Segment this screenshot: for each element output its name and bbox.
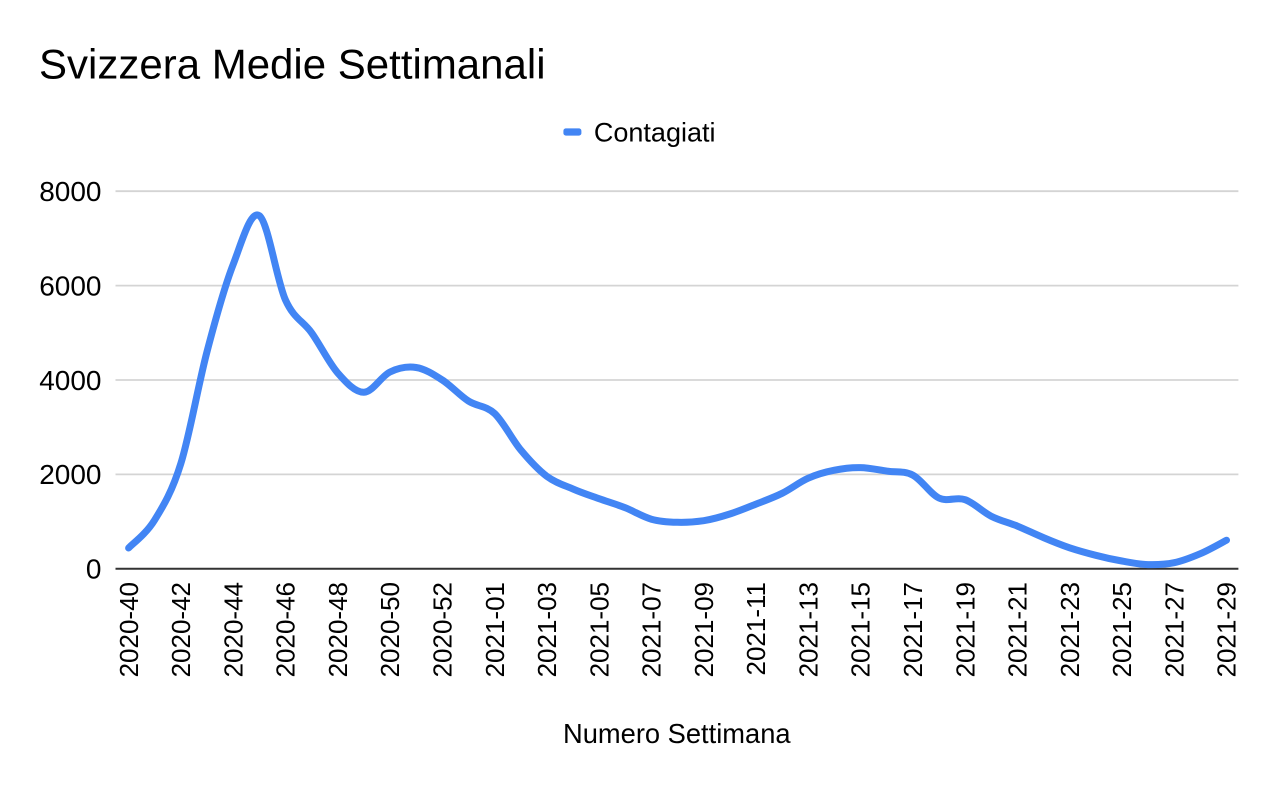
svg-text:2020-44: 2020-44: [218, 582, 248, 677]
svg-text:2021-07: 2021-07: [637, 582, 667, 677]
svg-text:2020-52: 2020-52: [428, 582, 458, 677]
svg-text:2021-15: 2021-15: [846, 582, 876, 677]
svg-text:2000: 2000: [39, 459, 101, 490]
svg-text:2021-27: 2021-27: [1159, 582, 1189, 677]
svg-text:0: 0: [86, 554, 102, 585]
svg-text:2021-03: 2021-03: [532, 582, 562, 677]
svg-text:2020-50: 2020-50: [375, 582, 405, 677]
svg-text:2021-29: 2021-29: [1212, 582, 1242, 677]
svg-text:2021-09: 2021-09: [689, 582, 719, 677]
svg-text:2021-25: 2021-25: [1107, 582, 1137, 677]
svg-text:2021-11: 2021-11: [741, 582, 771, 676]
svg-text:2021-19: 2021-19: [950, 582, 980, 677]
svg-text:Contagiati: Contagiati: [594, 117, 716, 147]
svg-text:2021-21: 2021-21: [1003, 582, 1033, 677]
svg-text:4000: 4000: [39, 365, 101, 396]
svg-text:6000: 6000: [39, 270, 101, 301]
svg-text:Numero Settimana: Numero Settimana: [563, 718, 791, 749]
svg-text:2021-01: 2021-01: [480, 582, 510, 677]
svg-text:8000: 8000: [39, 176, 101, 207]
svg-text:2021-05: 2021-05: [584, 582, 614, 677]
svg-text:Svizzera Medie Settimanali: Svizzera Medie Settimanali: [39, 41, 546, 88]
svg-text:2020-48: 2020-48: [323, 582, 353, 677]
svg-text:2021-17: 2021-17: [898, 582, 928, 677]
svg-text:2021-13: 2021-13: [793, 582, 823, 677]
svg-text:2021-23: 2021-23: [1055, 582, 1085, 677]
svg-text:2020-46: 2020-46: [271, 582, 301, 677]
svg-text:2020-42: 2020-42: [166, 582, 196, 677]
svg-text:2020-40: 2020-40: [114, 582, 144, 677]
